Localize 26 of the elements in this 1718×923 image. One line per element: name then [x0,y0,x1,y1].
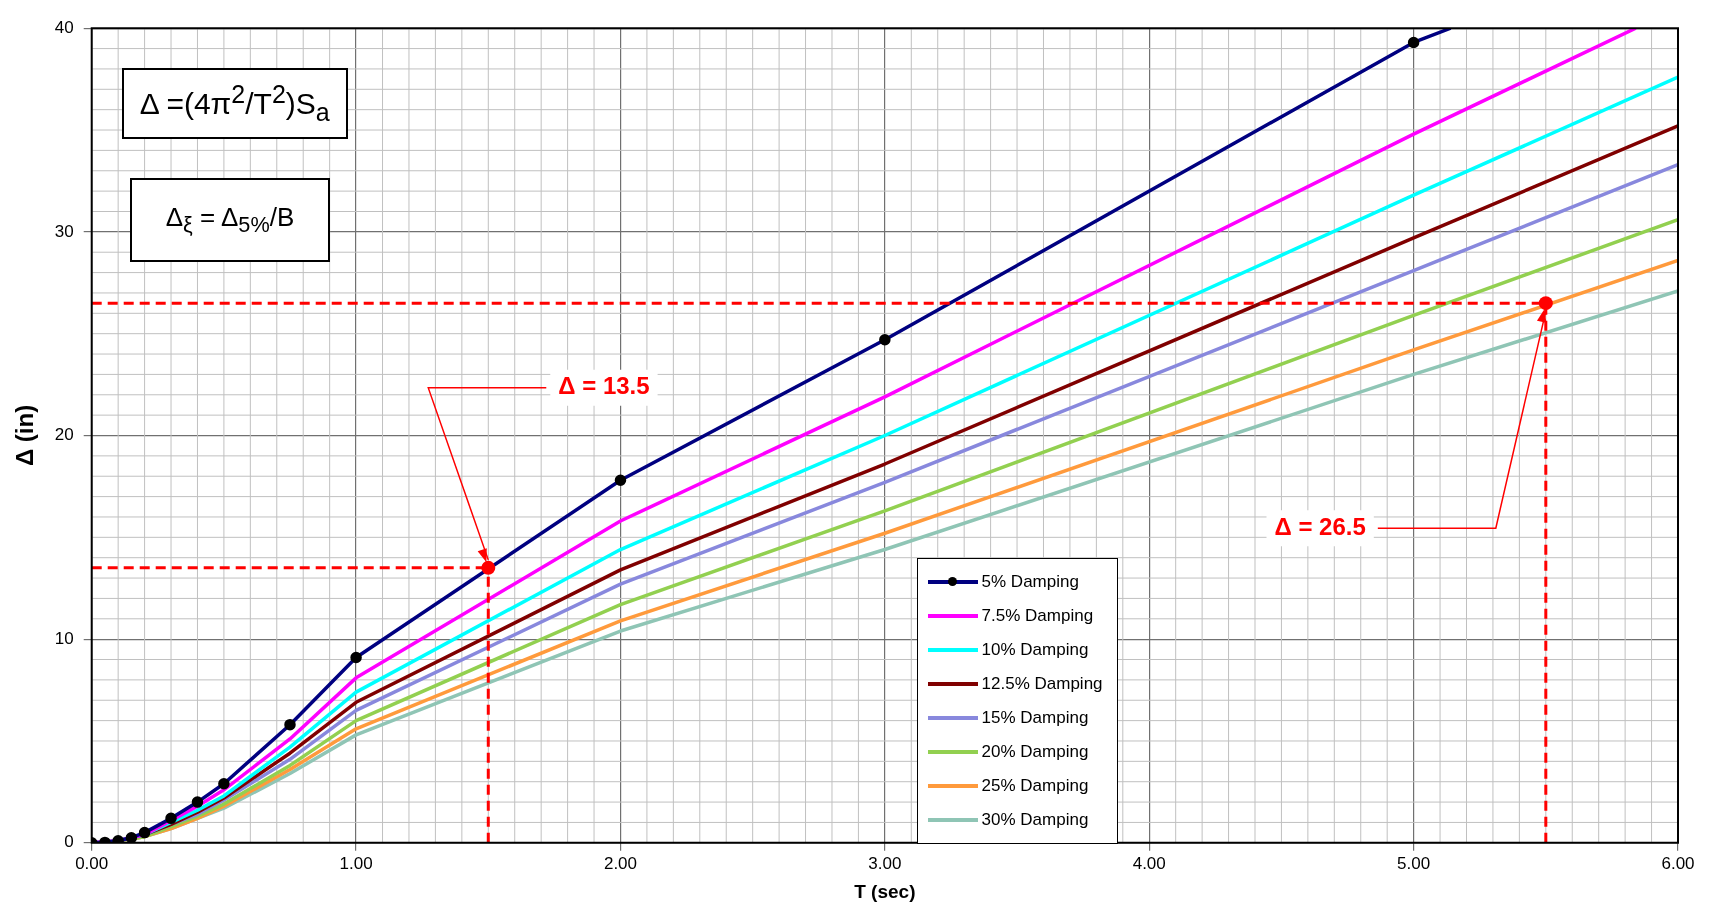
annotation: Δ$_{ξ}$ = Δ$_{5%}$/B [129,178,331,263]
legend-label: 15% Damping [981,707,1089,728]
annotation: Δ = 13.5 [558,372,650,400]
x-tick-label: 2.00 [603,853,638,873]
y-tick-label: 40 [54,17,74,37]
y-axis-title: Δ (in) [11,404,39,467]
legend-label: 30% Damping [981,809,1089,830]
legend-label: 25% Damping [981,775,1089,796]
x-tick-label: 4.00 [1132,853,1166,873]
annotation: Δ = 26.5 [1274,512,1366,540]
y-tick-label: 10 [54,628,74,648]
legend-label: 20% Damping [981,741,1089,762]
x-tick-label: 0.00 [75,853,109,873]
legend-label: 7.5% Damping [981,605,1094,626]
annotation: Δ =(4π$^{2}$/T$^{2}$)S$_{a}$ [121,68,348,140]
y-tick-label: 0 [64,832,74,852]
x-axis-title: T (sec) [854,880,916,902]
y-tick-label: 30 [54,221,74,241]
x-tick-label: 3.00 [868,853,902,873]
legend-label: 10% Damping [981,639,1089,660]
x-tick-label: 1.00 [339,853,373,873]
legend-label: 12.5% Damping [981,673,1103,694]
x-tick-label: 6.00 [1661,853,1695,873]
x-tick-label: 5.00 [1397,853,1431,873]
legend-label: 5% Damping [981,571,1079,592]
y-tick-label: 20 [54,425,74,445]
